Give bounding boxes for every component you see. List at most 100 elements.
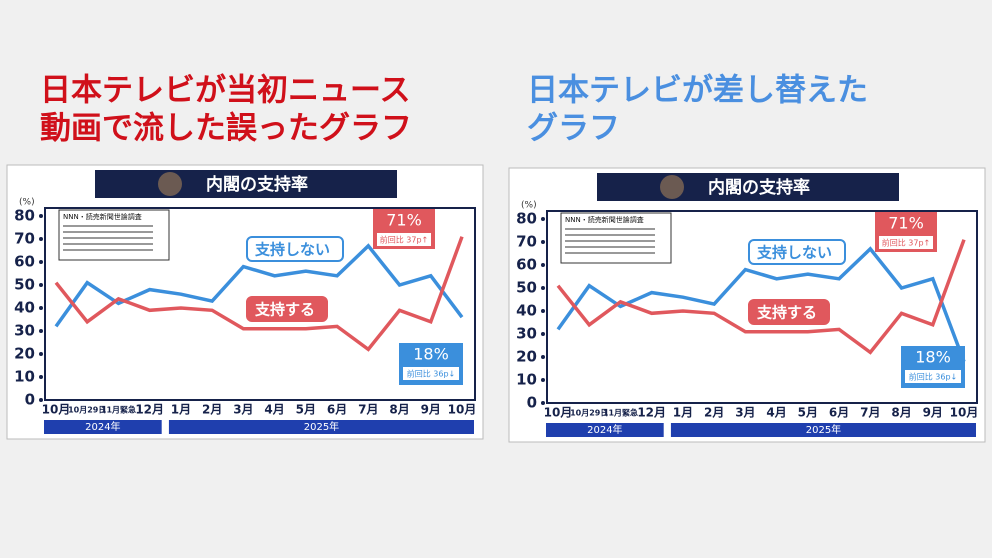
y-tick-label: 60 bbox=[14, 253, 35, 271]
x-tick-label: 10月 bbox=[544, 406, 573, 420]
year-label: 2025年 bbox=[806, 423, 841, 436]
annotation-inner bbox=[879, 236, 933, 249]
x-tick-label: 12月 bbox=[637, 406, 666, 420]
source-detail bbox=[63, 237, 153, 239]
heading: 動画で流した誤ったグラフ bbox=[40, 111, 412, 147]
y-tick-label: 60 bbox=[516, 256, 537, 274]
year-bar bbox=[546, 423, 664, 437]
x-tick-label: 11月緊急 bbox=[603, 408, 638, 418]
tick-dot bbox=[541, 263, 545, 267]
tick-dot bbox=[39, 352, 43, 356]
year-bar bbox=[670, 423, 976, 437]
chart-panel: 内閣の支持率 (%) 0 10 20 30 40 50 60 70 80 NNN・読売新聞世論調査 10… bbox=[6, 164, 484, 440]
source-detail bbox=[565, 246, 655, 248]
x-tick-label: 6月 bbox=[829, 406, 849, 420]
tick-dot bbox=[39, 214, 43, 218]
y-axis-label: (%) bbox=[19, 198, 35, 208]
annotation: 18% bbox=[915, 348, 951, 367]
annotation-inner bbox=[403, 367, 459, 380]
tick-dot bbox=[39, 260, 43, 264]
y-tick-label: 40 bbox=[14, 299, 35, 317]
annotation: 前回比 36p↓ bbox=[407, 369, 456, 379]
annotation: 前回比 37p↑ bbox=[380, 235, 429, 245]
x-tick-label: 8月 bbox=[891, 406, 911, 420]
presenter bbox=[158, 172, 182, 196]
source-box bbox=[58, 209, 170, 261]
y-tick-label: 70 bbox=[14, 230, 35, 248]
y-tick-label: 40 bbox=[516, 302, 537, 320]
y-tick-label: 50 bbox=[516, 279, 537, 297]
x-tick-label: 7月 bbox=[358, 403, 378, 417]
x-tick-label: 3月 bbox=[233, 403, 253, 417]
title-bar bbox=[95, 170, 397, 198]
source-box bbox=[560, 212, 672, 264]
x-tick-label: 8月 bbox=[389, 403, 409, 417]
x-tick-label: 10月 bbox=[950, 406, 979, 420]
source-detail bbox=[63, 243, 153, 245]
series-label: 支持しない bbox=[254, 241, 330, 259]
chart-title: 内閣の支持率 bbox=[708, 177, 810, 198]
y-tick-label: 30 bbox=[14, 322, 35, 340]
x-tick-label: 10月 bbox=[448, 403, 477, 417]
annotation-inner bbox=[905, 370, 961, 383]
title-bar bbox=[597, 173, 899, 201]
source-detail bbox=[565, 252, 655, 254]
source: NNN・読売新聞世論調査 bbox=[565, 215, 644, 224]
y-tick-label: 0 bbox=[25, 391, 35, 409]
y-tick-label: 80 bbox=[516, 210, 537, 228]
x-tick-label: 3月 bbox=[735, 406, 755, 420]
y-tick-label: 50 bbox=[14, 276, 35, 294]
x-tick-label: 1月 bbox=[673, 406, 693, 420]
series-label-box bbox=[748, 299, 830, 325]
source-detail bbox=[565, 234, 655, 236]
y-axis-label: (%) bbox=[521, 201, 537, 211]
series-label-box bbox=[246, 236, 344, 262]
x-tick-label: 5月 bbox=[798, 406, 818, 420]
x-tick-label: 4月 bbox=[766, 406, 786, 420]
x-tick-label: 10月 bbox=[42, 403, 71, 417]
x-tick-label: 2月 bbox=[202, 403, 222, 417]
tick-dot bbox=[541, 217, 545, 221]
series-label: 支持する bbox=[756, 304, 817, 322]
plot-frame bbox=[44, 207, 476, 401]
heading: 日本テレビが当初ニュース bbox=[40, 73, 410, 109]
presenter bbox=[660, 175, 684, 199]
y-tick-label: 30 bbox=[516, 325, 537, 343]
annotation: 前回比 37p↑ bbox=[882, 238, 931, 248]
x-tick-label: 11月緊急 bbox=[101, 405, 136, 415]
source: NNN・読売新聞世論調査 bbox=[63, 212, 142, 221]
annotation-inner bbox=[377, 233, 431, 246]
x-tick-label: 1月 bbox=[171, 403, 191, 417]
tick-dot bbox=[39, 375, 43, 379]
series-line bbox=[54, 236, 464, 352]
source-detail bbox=[565, 240, 655, 242]
annotation: 18% bbox=[413, 345, 449, 364]
heading: 日本テレビが差し替えた bbox=[527, 73, 868, 109]
tick-dot bbox=[541, 332, 545, 336]
series-label-box bbox=[246, 296, 328, 322]
source-detail bbox=[63, 225, 153, 227]
tick-dot bbox=[541, 378, 545, 382]
annotation: 前回比 36p↓ bbox=[909, 372, 958, 382]
y-tick-label: 10 bbox=[516, 371, 537, 389]
tick-dot bbox=[39, 283, 43, 287]
series-label: 支持しない bbox=[756, 244, 832, 262]
tick-dot bbox=[541, 355, 545, 359]
year-bar bbox=[168, 420, 474, 434]
tick-dot bbox=[541, 240, 545, 244]
y-tick-label: 20 bbox=[516, 348, 537, 366]
x-tick-label: 2月 bbox=[704, 406, 724, 420]
year-bar bbox=[44, 420, 162, 434]
x-tick-label: 5月 bbox=[296, 403, 316, 417]
heading: グラフ bbox=[527, 111, 620, 147]
y-tick-label: 10 bbox=[14, 368, 35, 386]
source-detail bbox=[63, 249, 153, 251]
series-label: 支持する bbox=[254, 301, 315, 319]
tick-dot bbox=[541, 309, 545, 313]
y-tick-label: 0 bbox=[527, 394, 537, 412]
x-tick-label: 6月 bbox=[327, 403, 347, 417]
annotation: 71% bbox=[888, 214, 924, 233]
series-line bbox=[556, 239, 966, 355]
tick-dot bbox=[39, 306, 43, 310]
